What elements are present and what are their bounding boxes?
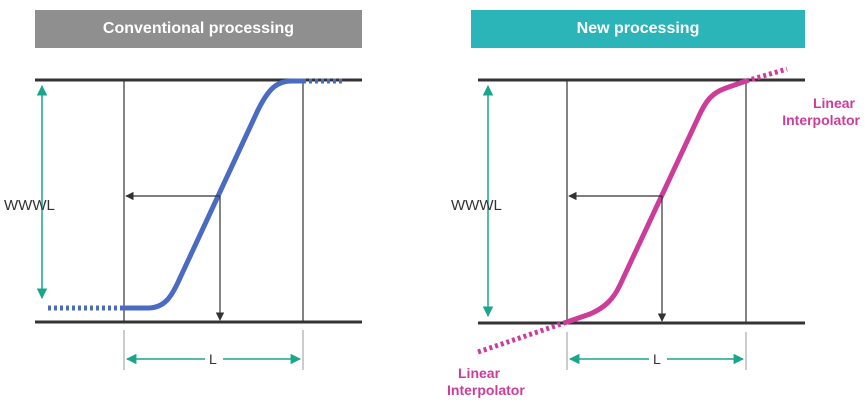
lower-interpolator-label-line1: Linear xyxy=(458,365,501,381)
level-label-bg xyxy=(205,350,223,368)
level-axis-label: L xyxy=(653,351,661,367)
level-label-bg xyxy=(649,350,667,368)
level-axis-label: L xyxy=(209,351,217,367)
conventional-panel: WWWL L xyxy=(4,78,362,370)
window-axis-label: WWWL xyxy=(4,197,55,214)
upper-interpolator-label-line1: Linear xyxy=(813,95,856,111)
lower-interpolator-label-line2: Interpolator xyxy=(447,382,525,398)
new-processing-title: New processing xyxy=(576,20,700,37)
window-axis-label: WWWL xyxy=(451,197,502,214)
new-processing-header: New processing xyxy=(471,10,805,48)
new-processing-panel: WWWL L Linear Interpolator Linear Interp… xyxy=(447,66,861,398)
upper-interpolator-label-line2: Interpolator xyxy=(782,112,860,128)
lower-interpolator-extension xyxy=(477,319,568,355)
conventional-processing-title: Conventional processing xyxy=(102,20,295,37)
upper-interpolator-extension xyxy=(745,66,788,84)
conventional-processing-header: Conventional processing xyxy=(35,10,362,48)
new-transfer-curve xyxy=(564,78,749,325)
conventional-transfer-curve xyxy=(121,78,306,311)
